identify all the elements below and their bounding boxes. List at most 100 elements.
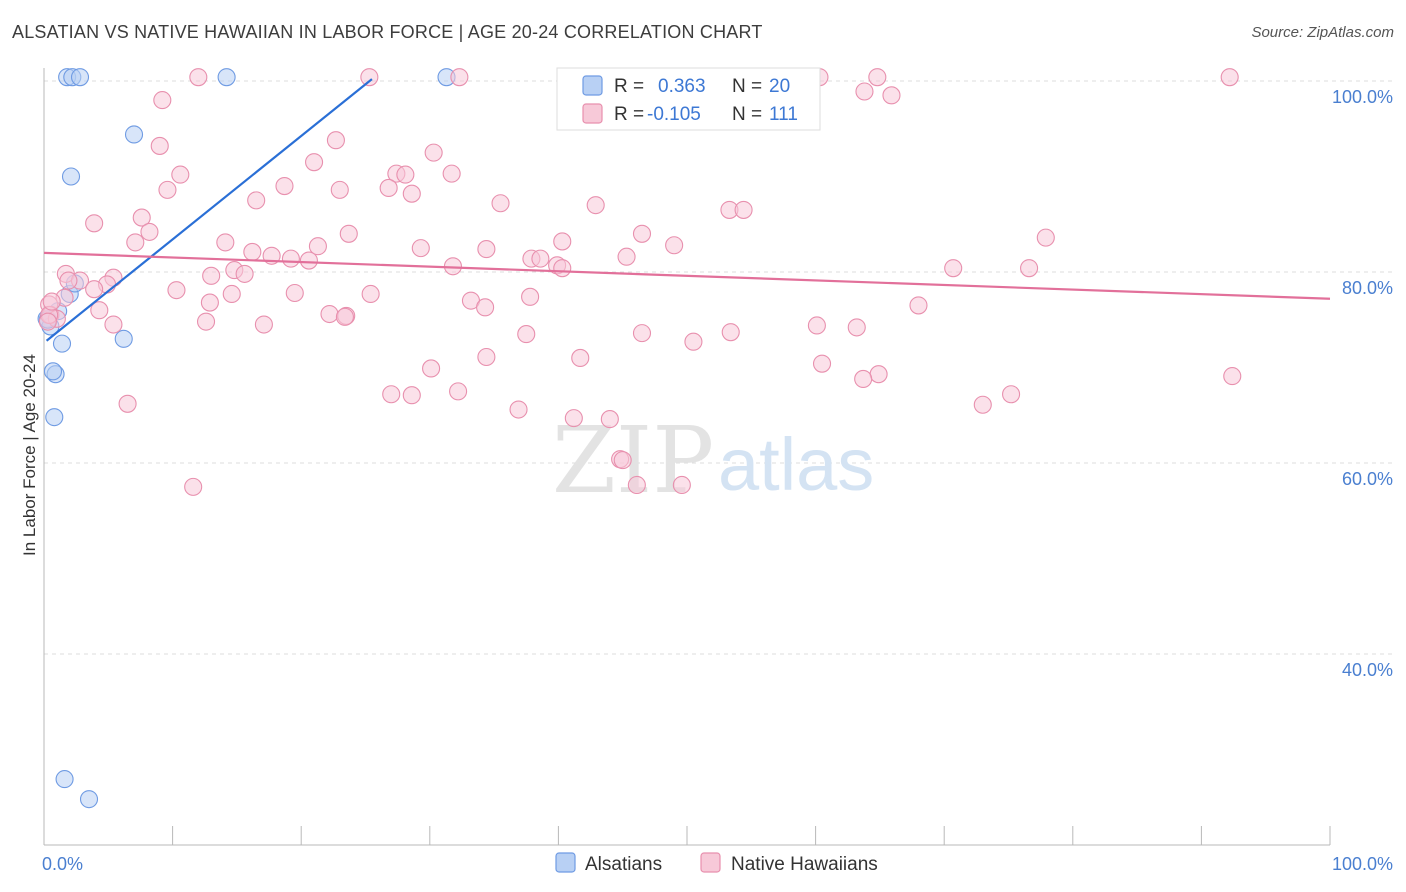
watermark-atlas: atlas xyxy=(718,423,874,506)
native-hawaiian-point-43 xyxy=(299,251,318,270)
native-hawaiian-point-40 xyxy=(243,242,262,261)
native-hawaiian-point-51 xyxy=(944,259,963,278)
native-hawaiian-point-68 xyxy=(521,287,540,306)
native-hawaiian-point-31 xyxy=(632,224,652,243)
native-hawaiian-point-79 xyxy=(807,316,826,335)
alsatian-point-3 xyxy=(217,68,236,87)
legend-top: R = 0.363 N = 20 R = -0.105 N = 111 xyxy=(556,67,821,131)
legend-bottom-swatch-alsatians xyxy=(555,852,576,873)
native-hawaiian-point-63 xyxy=(285,283,304,303)
native-hawaiian-point-107 xyxy=(627,475,646,495)
native-hawaiian-point-57 xyxy=(202,266,221,285)
alsatian-point-12 xyxy=(52,334,72,353)
legend-n-label-2: N = xyxy=(732,104,762,125)
native-hawaiian-point-76 xyxy=(196,312,216,331)
native-hawaiian-point-52 xyxy=(1020,259,1039,278)
native-hawaiian-point-96 xyxy=(382,385,401,404)
native-hawaiian-point-12 xyxy=(305,153,324,172)
native-hawaiian-point-6 xyxy=(153,91,172,110)
native-hawaiian-point-70 xyxy=(476,298,495,317)
legend-bottom-native-hawaiians: Native Hawaiians xyxy=(731,854,878,875)
legend-bottom-alsatians: Alsatians xyxy=(585,854,662,875)
native-hawaiian-point-87 xyxy=(38,312,57,331)
native-hawaiian-point-45 xyxy=(617,247,636,266)
native-hawaiian-point-66 xyxy=(200,293,219,312)
chart-title: ALSATIAN VS NATIVE HAWAIIAN IN LABOR FOR… xyxy=(12,22,763,42)
native-hawaiian-point-27 xyxy=(85,214,104,233)
native-hawaiian-point-103 xyxy=(973,395,992,414)
native-hawaiian-point-71 xyxy=(909,296,928,315)
native-hawaiian-point-23 xyxy=(491,194,510,213)
native-hawaiian-point-88 xyxy=(335,307,354,326)
native-hawaiian-point-35 xyxy=(553,232,572,251)
native-hawaiian-point-90 xyxy=(571,348,590,368)
native-hawaiian-point-77 xyxy=(254,315,273,334)
native-hawaiian-point-33 xyxy=(126,233,145,252)
alsatian-point-13 xyxy=(114,329,133,348)
alsatian-point-18 xyxy=(79,790,99,809)
alsatian-point-5 xyxy=(124,125,144,144)
native-hawaiian-point-98 xyxy=(449,382,468,401)
native-hawaiian-point-82 xyxy=(721,323,740,342)
native-hawaiian-point-94 xyxy=(1223,367,1242,386)
native-hawaiian-point-81 xyxy=(632,324,652,343)
native-hawaiian-point-106 xyxy=(613,451,632,470)
alsatian-point-2 xyxy=(70,68,90,87)
native-hawaiian-point-38 xyxy=(411,239,430,258)
native-hawaiian-point-109 xyxy=(184,477,203,496)
alsatian-point-6 xyxy=(61,167,81,186)
native-hawaiian-point-108 xyxy=(672,475,691,495)
legend-bottom-swatch-native-hawaiians xyxy=(700,852,721,873)
native-hawaiian-point-64 xyxy=(361,284,380,304)
y-tick-label-100: 100.0% xyxy=(1332,87,1393,107)
x-tick-label-100: 100.0% xyxy=(1332,854,1393,874)
native-hawaiian-point-50 xyxy=(553,259,572,278)
native-hawaiian-point-34 xyxy=(216,233,235,252)
native-hawaiian-point-2 xyxy=(450,68,469,87)
native-hawaiian-point-110 xyxy=(42,292,61,311)
native-hawaiian-point-10 xyxy=(326,131,345,150)
native-hawaiian-point-73 xyxy=(320,304,339,324)
native-hawaiian-point-58 xyxy=(59,271,78,290)
legend-swatch-native-hawaiians xyxy=(582,103,603,124)
native-hawaiian-point-1 xyxy=(360,68,379,87)
native-hawaiian-point-28 xyxy=(132,208,151,227)
native-hawaiian-point-20 xyxy=(379,178,398,198)
alsatian-point-16 xyxy=(45,408,64,427)
y-tick-label-40: 40.0% xyxy=(1342,660,1393,680)
native-hawaiian-point-4 xyxy=(868,68,887,87)
native-hawaiian-point-8 xyxy=(882,86,901,105)
native-hawaiian-point-16 xyxy=(442,164,461,183)
legend-n-value-alsatians: 20 xyxy=(769,76,790,97)
native-hawaiian-point-0 xyxy=(189,68,208,87)
native-hawaiian-point-21 xyxy=(402,184,421,203)
chart-source: Source: ZipAtlas.com xyxy=(1251,24,1394,41)
native-hawaiian-point-54 xyxy=(235,264,254,283)
x-tick-label-0: 0.0% xyxy=(42,854,83,874)
legend-r-value-alsatians: 0.363 xyxy=(658,76,706,97)
data-points xyxy=(37,68,1242,809)
native-hawaiian-point-104 xyxy=(600,410,619,429)
native-hawaiian-point-102 xyxy=(564,409,583,428)
native-hawaiian-point-97 xyxy=(402,386,421,405)
native-hawaiian-point-80 xyxy=(847,318,866,337)
native-hawaiian-point-86 xyxy=(90,301,109,320)
legend-n-value-native-hawaiians: 111 xyxy=(769,104,798,125)
legend-swatch-alsatians xyxy=(582,75,603,96)
native-hawaiian-point-36 xyxy=(665,236,684,255)
native-hawaiian-point-93 xyxy=(869,365,888,384)
y-tick-label-80: 80.0% xyxy=(1342,278,1393,298)
native-hawaiian-point-9 xyxy=(150,136,169,155)
native-hawaiian-point-101 xyxy=(509,400,528,419)
native-hawaiian-point-100 xyxy=(118,394,137,413)
legend-r-value-native-hawaiians: -0.105 xyxy=(647,104,701,125)
native-hawaiian-point-13 xyxy=(171,165,190,184)
alsatian-point-15 xyxy=(43,362,63,381)
alsatian-trend-line xyxy=(45,78,373,342)
y-tick-label-60: 60.0% xyxy=(1342,469,1393,489)
native-hawaiian-point-15 xyxy=(396,165,415,184)
legend-n-label-1: N = xyxy=(732,76,762,97)
native-hawaiian-point-30 xyxy=(339,224,358,243)
native-hawaiian-trend-line xyxy=(43,251,1331,300)
